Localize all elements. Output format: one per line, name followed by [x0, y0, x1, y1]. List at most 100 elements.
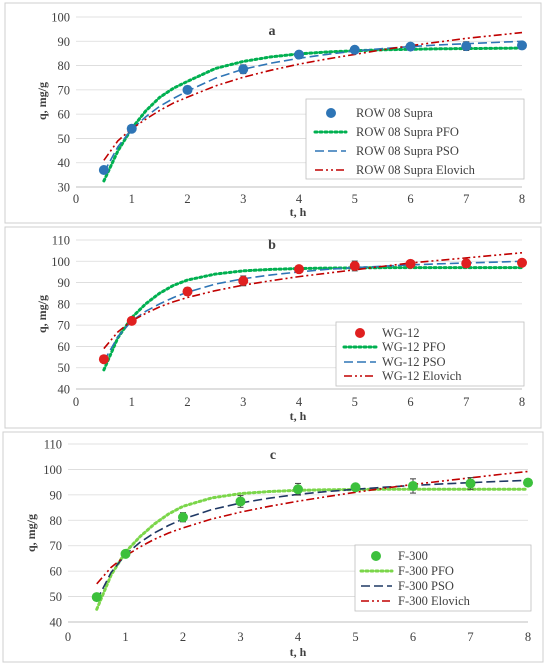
- panel-c-x-tick-label: 4: [295, 630, 302, 644]
- panel-a-legend-label-pfo: ROW 08 Supra PFO: [356, 125, 459, 139]
- panel-c: 40 50 60 70 80 90 100 110 0 1 2 3 4 5 6 7 8 c t, h q, mg…: [2, 431, 544, 663]
- panel-b-x-tick-label: 1: [129, 395, 135, 409]
- panel-c-data-point: [350, 482, 361, 493]
- panel-b-data-point: [98, 354, 109, 365]
- panel-a-data-point: [517, 40, 527, 51]
- panel-a-data-point: [461, 41, 472, 52]
- panel-b-x-tick-label: 2: [184, 395, 190, 409]
- panel-b-legend: WG-12 WG-12 PFO WG-12 PSO WG-12 Elovich: [335, 321, 525, 387]
- panel-b-legend-label-pfo: WG-12 PFO: [382, 340, 446, 354]
- panel-c-data-point: [523, 477, 533, 488]
- panel-b-y-tick-label: 90: [58, 276, 71, 290]
- panel-a-pso-fit-line: [103, 40, 523, 173]
- panel-c-y-tick-label: 50: [50, 590, 63, 604]
- panel-c-data-point: [91, 592, 102, 603]
- panel-c-pso-fit-line: [96, 479, 529, 601]
- panel-c-data-point: [293, 484, 303, 495]
- panel-a-y-tick-label: 100: [51, 11, 70, 25]
- panel-a-data-point: [98, 165, 109, 175]
- panel-a-y-tick-label: 50: [58, 132, 71, 146]
- panel-a-pfo-fit-line: [102, 46, 524, 183]
- panel-c-y-tick-label: 110: [44, 438, 62, 452]
- panel-a-x-tick-label: 1: [129, 192, 135, 206]
- panel-a-data-point: [126, 123, 137, 134]
- panel-b-data-point: [182, 286, 193, 297]
- panel-b-x-axis-label: t, h: [290, 409, 307, 423]
- panel-b-x-tick-label: 6: [407, 395, 413, 409]
- panel-c-legend: F-300 F-300 PFO F-300 PSO F-300 Elovich: [354, 544, 532, 612]
- panel-a-series: [98, 31, 527, 183]
- panel-a-x-tick-label: 6: [407, 192, 413, 206]
- panel-b: 40 50 60 70 80 90 100 110 0 1 2 3 4 5 6 7 8 b t, h q, mg…: [4, 226, 542, 429]
- panel-c-y-tick-label: 70: [50, 539, 63, 553]
- panel-b-data-point: [126, 315, 137, 326]
- panel-c-data-point: [120, 548, 131, 559]
- panel-c-legend-label-elovich: F-300 Elovich: [398, 594, 471, 608]
- panel-c-y-tick-label: 80: [50, 514, 63, 528]
- panel-c-x-tick-label: 1: [122, 630, 128, 644]
- panel-a-legend-label-pso: ROW 08 Supra PSO: [356, 144, 459, 158]
- panel-a-y-tick-label: 80: [58, 59, 71, 73]
- panel-c-tick-labels: 40 50 60 70 80 90 100 110 0 1 2 3 4 5 6 7 8: [43, 438, 531, 645]
- panel-a-legend: ROW 08 Supra ROW 08 Supra PFO ROW 08 Sup…: [305, 98, 525, 180]
- panel-b-pfo-fit-line: [102, 266, 524, 372]
- panel-c-x-tick-label: 5: [352, 630, 358, 644]
- panel-b-x-tick-label: 0: [73, 395, 79, 409]
- panel-b-series: [98, 251, 527, 372]
- panel-b-legend-marker-icon: [355, 328, 365, 338]
- panel-b-y-tick-label: 40: [58, 383, 71, 397]
- panel-b-elovich-fit-line: [103, 251, 523, 350]
- panel-b-y-tick-label: 100: [51, 255, 70, 269]
- panel-a-y-tick-label: 70: [58, 83, 71, 97]
- panel-c-legend-box: [354, 544, 532, 612]
- panel-c-pfo-fit-line: [95, 487, 530, 611]
- panel-a-data-point: [182, 84, 193, 95]
- panel-a-data-point: [238, 64, 249, 75]
- panel-a-legend-label-data: ROW 08 Supra: [356, 106, 433, 120]
- panel-a-y-tick-label: 60: [58, 108, 71, 122]
- panel-a-x-tick-label: 5: [352, 192, 358, 206]
- panel-a-elovich-fit-line: [103, 31, 523, 161]
- panel-a-y-tick-label: 90: [58, 35, 71, 49]
- panel-c-letter: c: [270, 448, 276, 463]
- panel-b-pso-fit-line: [103, 260, 523, 362]
- panel-c-series: [91, 470, 533, 611]
- panel-a-x-axis-label: t, h: [290, 205, 307, 219]
- panel-b-legend-label-elovich: WG-12 Elovich: [382, 369, 462, 383]
- panel-a-y-tick-label: 40: [58, 156, 71, 170]
- panel-b-letter: b: [268, 238, 276, 253]
- panel-a-letter: a: [269, 24, 276, 39]
- panel-b-legend-label-pso: WG-12 PSO: [382, 355, 446, 369]
- panel-a-y-tick-label: 30: [58, 181, 71, 195]
- panel-a-x-tick-label: 7: [463, 192, 469, 206]
- panel-a-x-tick-label: 4: [296, 192, 303, 206]
- panel-b-y-tick-label: 80: [58, 297, 71, 311]
- panel-a-x-tick-label: 0: [73, 192, 79, 206]
- panel-a-x-tick-label: 3: [240, 192, 246, 206]
- panel-c-y-tick-label: 40: [50, 616, 63, 630]
- panel-a-data-point: [405, 41, 416, 52]
- panel-a-tick-labels: 30 40 50 60 70 80 90 100 0 1 2 3 4 5 6 7 8: [51, 11, 525, 207]
- panel-a-legend-label-elovich: ROW 08 Supra Elovich: [356, 163, 476, 177]
- panel-b-y-tick-label: 110: [52, 234, 70, 248]
- panel-c-x-tick-label: 7: [467, 630, 473, 644]
- panel-b-data-point: [517, 257, 527, 268]
- panel-b-data-point: [461, 258, 472, 269]
- panel-c-data-point: [408, 480, 418, 491]
- panel-a-x-tick-label: 8: [519, 192, 525, 206]
- panel-a: 30 40 50 60 70 80 90 100 0 1 2 3 4 5 6 7 8 a t, h q, mg/…: [4, 2, 542, 224]
- panel-c-y-tick-label: 60: [50, 565, 63, 579]
- panel-b-data-point: [238, 275, 249, 286]
- panel-a-data-point: [349, 44, 360, 55]
- panel-c-legend-label-pso: F-300 PSO: [398, 579, 454, 593]
- panel-b-tick-labels: 40 50 60 70 80 90 100 110 0 1 2 3 4 5 6 7 8: [51, 234, 525, 410]
- panel-b-x-tick-label: 5: [352, 395, 358, 409]
- panel-b-y-tick-label: 50: [58, 361, 71, 375]
- panel-c-x-tick-label: 3: [237, 630, 243, 644]
- panel-b-y-tick-label: 70: [58, 319, 71, 333]
- panel-c-legend-label-data: F-300: [398, 549, 428, 563]
- panel-c-legend-marker-icon: [371, 551, 381, 561]
- panel-a-y-axis-label: q, mg/g: [35, 82, 49, 120]
- panel-c-data-point: [465, 478, 476, 489]
